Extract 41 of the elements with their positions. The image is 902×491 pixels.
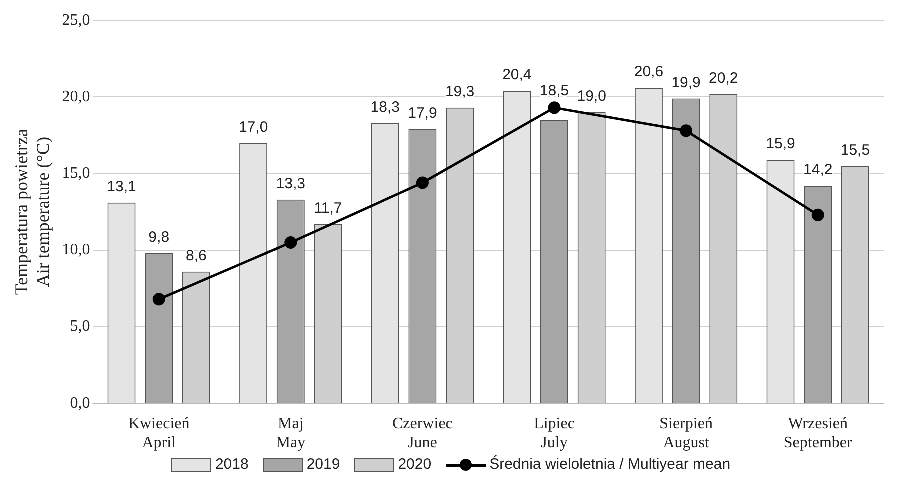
point bbox=[284, 236, 298, 249]
y-tick-label: 20,0 bbox=[62, 88, 90, 106]
data-label: 20,4 bbox=[502, 66, 532, 84]
y-tick-label: 25,0 bbox=[62, 12, 90, 29]
point bbox=[548, 102, 561, 114]
legend-label: 2020 bbox=[398, 456, 432, 473]
point bbox=[152, 293, 166, 306]
x-tick-label: Czerwiec June bbox=[392, 415, 453, 452]
data-label: 14,2 bbox=[804, 162, 833, 179]
point bbox=[812, 208, 824, 222]
data-label: 9,8 bbox=[148, 229, 170, 246]
data-label: 20,2 bbox=[709, 70, 738, 87]
point bbox=[416, 176, 429, 190]
data-label: 15,5 bbox=[840, 142, 870, 159]
x-tick-label: Maj May bbox=[276, 415, 306, 452]
legend-label: 2018 bbox=[215, 456, 249, 473]
legend-label: 2019 bbox=[306, 456, 340, 473]
y-tick-label: 15,0 bbox=[62, 165, 90, 182]
data-label: 13,1 bbox=[107, 178, 136, 196]
data-label: 17,0 bbox=[238, 118, 268, 136]
data-label: 11,7 bbox=[314, 200, 342, 217]
data-label: 19,9 bbox=[672, 74, 701, 92]
y-axis-title: Temperatura powietrza Air temperature (°C) bbox=[12, 129, 54, 296]
y-tick-label: 5,0 bbox=[70, 318, 90, 336]
data-label: 15,9 bbox=[766, 136, 796, 153]
legend-label: Średnia wieloletnia / Multiyear mean bbox=[490, 456, 731, 473]
data-label: 19,0 bbox=[577, 88, 606, 106]
x-tick-label: Sierpień August bbox=[660, 415, 713, 452]
y-tick-label: 10,0 bbox=[62, 242, 90, 259]
data-label: 19,3 bbox=[445, 84, 475, 101]
point bbox=[680, 124, 693, 138]
y-tick-label: 0,0 bbox=[70, 394, 90, 412]
data-label: 8,6 bbox=[186, 247, 207, 264]
data-label: 18,5 bbox=[540, 82, 570, 100]
data-label: 17,9 bbox=[408, 105, 438, 122]
data-label: 20,6 bbox=[634, 64, 664, 81]
data-label: 13,3 bbox=[276, 175, 306, 192]
x-tick-label: Wrzesień September bbox=[784, 415, 853, 452]
x-tick-label: Lipiec July bbox=[534, 415, 575, 452]
x-tick-label: Kwiecień April bbox=[128, 415, 190, 452]
data-label: 18,3 bbox=[370, 98, 400, 116]
